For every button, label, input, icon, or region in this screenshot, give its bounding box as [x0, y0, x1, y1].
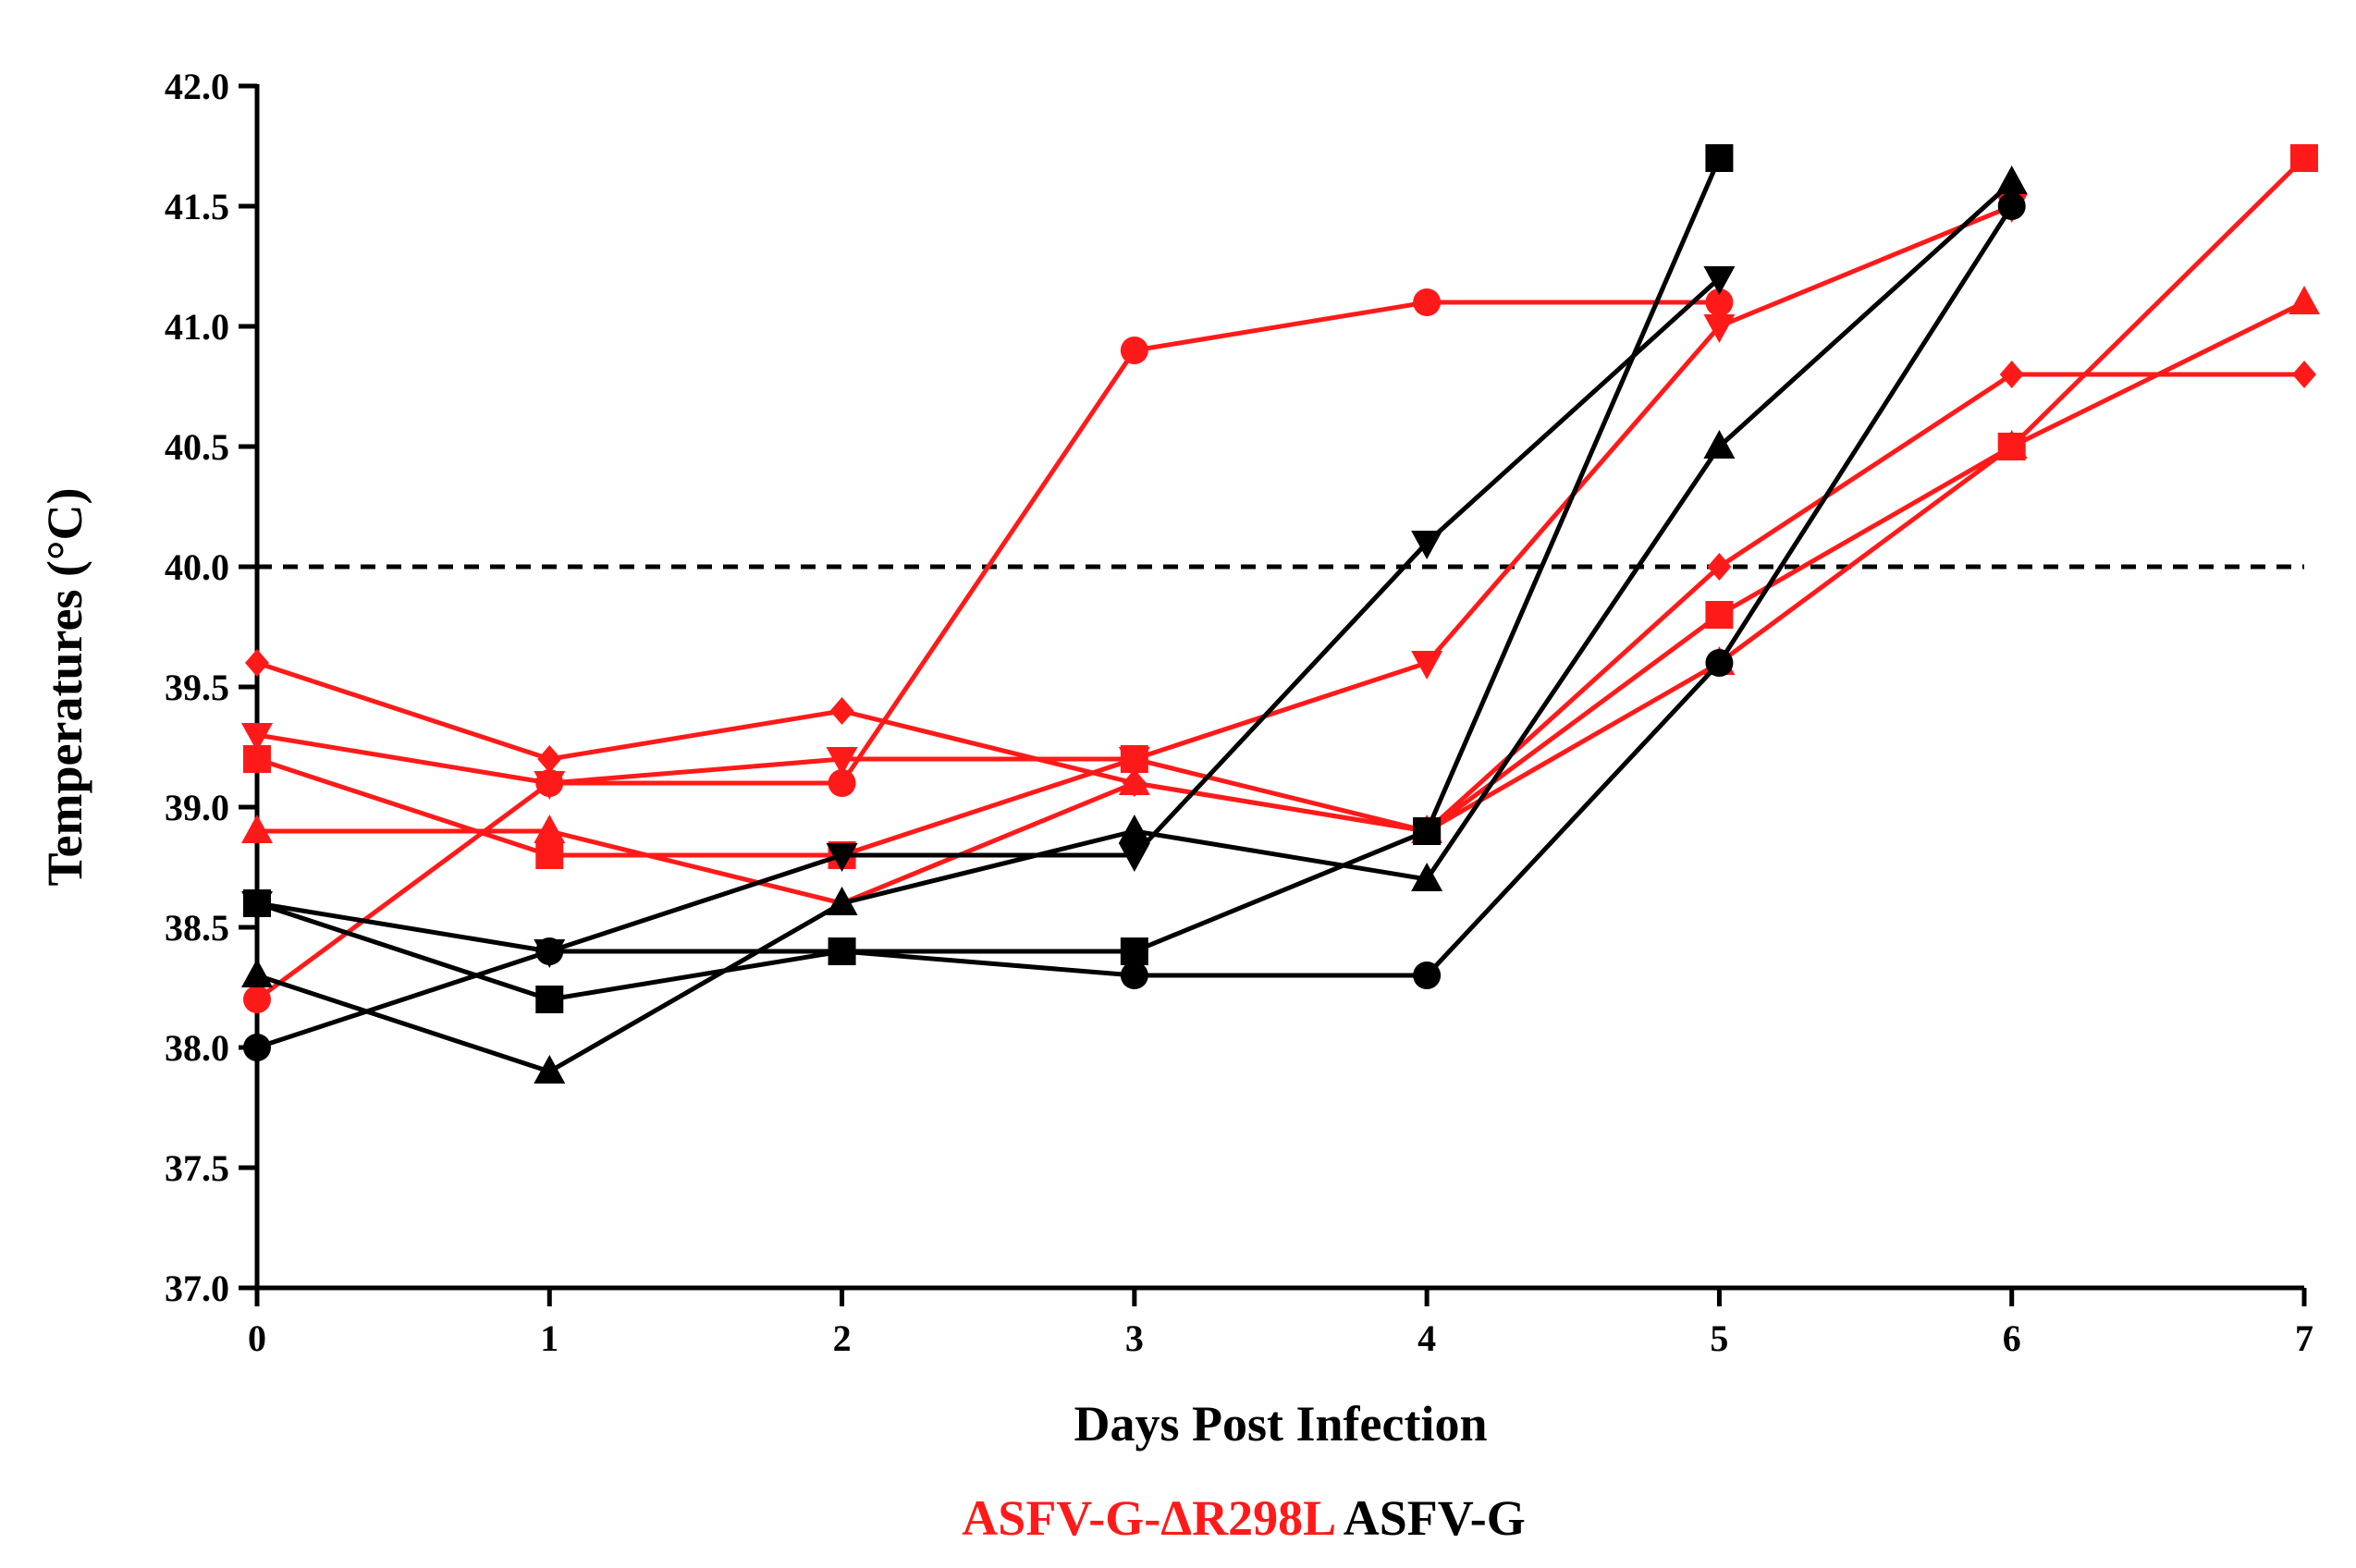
- data-point-circle: [1120, 962, 1148, 989]
- data-point-diamond: [1707, 553, 1732, 581]
- x-tick-label: 0: [248, 1317, 266, 1359]
- series-asfv-g-r298l-circle: [243, 288, 1734, 1013]
- data-point-diamond: [2292, 361, 2316, 388]
- data-point-square: [1705, 144, 1734, 172]
- data-point-circle: [243, 1034, 271, 1061]
- data-point-triangle-down: [1703, 314, 1736, 343]
- y-axis-title: Temperatures (°C): [37, 487, 92, 886]
- series-asfv-g-inverted-triangle: [241, 266, 1736, 968]
- data-point-triangle-down: [1118, 747, 1150, 776]
- data-point-circle: [1120, 337, 1148, 364]
- series-asfv-g-circle: [243, 192, 2026, 1061]
- y-tick-label: 37.0: [165, 1268, 229, 1309]
- x-tick-label: 5: [1710, 1317, 1728, 1359]
- y-tick-label: 39.5: [165, 667, 229, 708]
- series-line: [256, 203, 2013, 786]
- data-point-diamond: [1999, 361, 2024, 388]
- data-point-square: [828, 937, 856, 965]
- data-point-diamond: [245, 649, 269, 677]
- data-point-diamond: [1122, 769, 1147, 797]
- data-point-triangle: [1703, 430, 1736, 459]
- data-point-diamond: [829, 697, 854, 725]
- data-point-diamond: [537, 745, 562, 773]
- data-point-circle: [243, 986, 271, 1013]
- y-tick-label: 37.5: [165, 1147, 229, 1189]
- series-line: [256, 156, 2306, 858]
- data-point-triangle: [534, 1055, 566, 1084]
- data-point-triangle: [1995, 430, 2028, 459]
- data-point-triangle: [2289, 286, 2320, 314]
- x-tick-label: 7: [2295, 1317, 2313, 1359]
- data-point-square: [1705, 601, 1734, 629]
- data-point-circle: [1705, 288, 1734, 316]
- y-tick-label: 40.0: [165, 546, 229, 588]
- ticks: 37.0 37.5 38.0 38.5 39.0 39.5 40.0 40.5 41.0 41.5…: [165, 66, 2313, 1359]
- data-point-triangle: [241, 815, 273, 843]
- series-line: [256, 204, 2014, 1050]
- legend-item-asfv-g: ASFV-G: [1344, 1490, 1526, 1546]
- data-point-square: [1120, 937, 1148, 965]
- series-line: [256, 276, 1722, 954]
- data-point-triangle-down: [1411, 651, 1443, 680]
- data-point-triangle: [534, 815, 566, 843]
- data-point-triangle-down: [534, 939, 566, 968]
- data-point-triangle-down: [241, 891, 273, 920]
- data-point-circle: [1705, 649, 1734, 677]
- y-tick-label: 40.5: [165, 426, 229, 468]
- x-tick-label: 1: [540, 1317, 558, 1359]
- x-tick-label: 3: [1125, 1317, 1144, 1359]
- data-point-triangle: [826, 887, 858, 915]
- x-tick-label: 6: [2003, 1317, 2021, 1359]
- data-point-circle: [1997, 192, 2026, 220]
- series-layer: [241, 144, 2320, 1084]
- data-point-triangle-down: [241, 723, 273, 752]
- series-line: [255, 300, 1720, 1002]
- series-asfv-g-r298l-inverted-triangle: [241, 194, 2028, 800]
- data-point-triangle-down: [1703, 266, 1736, 295]
- series-asfv-g-triangle: [241, 165, 2028, 1084]
- y-tick-label: 38.5: [165, 907, 229, 949]
- data-point-triangle-down: [1411, 531, 1443, 559]
- data-point-triangle: [1411, 863, 1443, 891]
- axes: [254, 84, 2304, 1291]
- data-point-triangle: [1118, 815, 1150, 843]
- x-tick-label: 4: [1417, 1317, 1436, 1359]
- series-line: [256, 157, 1722, 1002]
- y-tick-label: 38.0: [165, 1027, 229, 1069]
- y-tick-label: 39.0: [165, 787, 229, 828]
- data-point-circle: [1413, 962, 1442, 989]
- data-point-square: [2290, 144, 2318, 172]
- x-axis-title: Days Post Infection: [1074, 1396, 1488, 1452]
- data-point-square: [1413, 817, 1442, 845]
- x-tick-label: 2: [833, 1317, 852, 1359]
- data-point-square: [535, 841, 564, 869]
- series-line: [256, 372, 2304, 834]
- legend-item-asfv-g-delta-r298l: ASFV-G-ΔR298L: [962, 1490, 1334, 1546]
- y-tick-label: 41.5: [165, 186, 229, 227]
- data-point-triangle: [241, 959, 273, 987]
- data-point-triangle-down: [1118, 843, 1150, 872]
- data-point-circle: [1413, 288, 1442, 316]
- data-point-triangle-down: [826, 747, 858, 776]
- data-point-triangle-down: [534, 771, 566, 800]
- series-line: [257, 300, 2306, 906]
- data-point-triangle-down: [826, 843, 858, 872]
- data-point-circle: [828, 769, 856, 797]
- series-asfv-g-square: [243, 144, 1734, 1013]
- data-point-square: [535, 986, 564, 1013]
- data-point-triangle: [1995, 165, 2028, 194]
- y-tick-label: 42.0: [165, 66, 229, 107]
- y-tick-label: 41.0: [165, 306, 229, 348]
- legend: ASFV-G-ΔR298L ASFV-G: [962, 1490, 1525, 1546]
